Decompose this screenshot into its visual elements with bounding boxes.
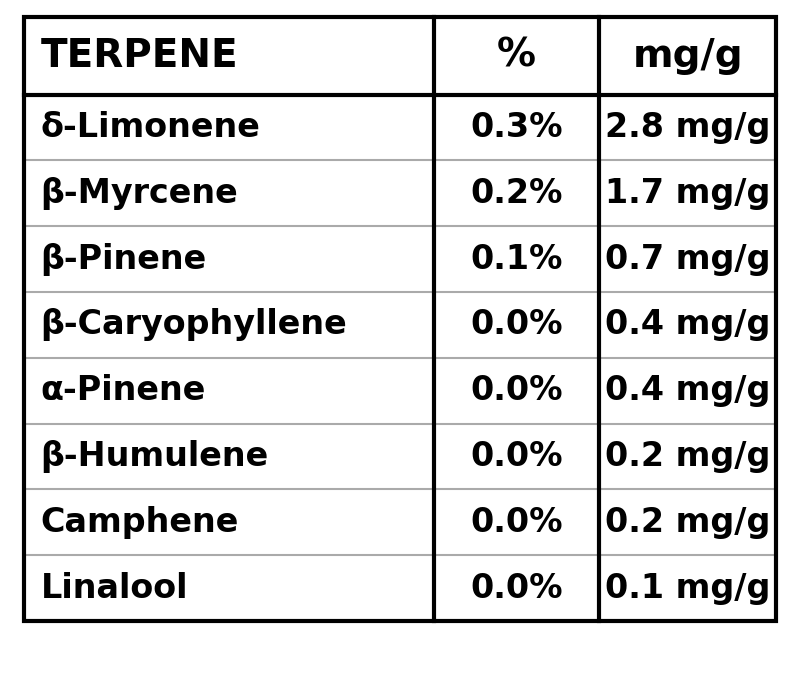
Text: 0.2 mg/g: 0.2 mg/g xyxy=(605,506,770,539)
Text: 0.0%: 0.0% xyxy=(470,572,563,605)
Text: 0.2%: 0.2% xyxy=(470,177,562,210)
Text: 0.1%: 0.1% xyxy=(470,242,562,275)
Bar xyxy=(24,17,776,621)
Text: 0.4 mg/g: 0.4 mg/g xyxy=(605,308,770,342)
Text: 0.7 mg/g: 0.7 mg/g xyxy=(605,242,770,275)
Bar xyxy=(24,17,776,621)
Text: β-Humulene: β-Humulene xyxy=(41,440,269,473)
Text: %: % xyxy=(497,36,536,75)
Text: 1.7 mg/g: 1.7 mg/g xyxy=(605,177,770,210)
Text: 0.4 mg/g: 0.4 mg/g xyxy=(605,374,770,407)
Text: 0.0%: 0.0% xyxy=(470,374,563,407)
Text: α-Pinene: α-Pinene xyxy=(41,374,206,407)
Text: β-Caryophyllene: β-Caryophyllene xyxy=(41,308,347,342)
Text: mg/g: mg/g xyxy=(632,36,743,75)
Text: Linalool: Linalool xyxy=(41,572,188,605)
Text: 0.1 mg/g: 0.1 mg/g xyxy=(605,572,770,605)
Text: 0.2 mg/g: 0.2 mg/g xyxy=(605,440,770,473)
Text: 2.8 mg/g: 2.8 mg/g xyxy=(605,111,770,144)
Text: Camphene: Camphene xyxy=(41,506,239,539)
Text: 0.0%: 0.0% xyxy=(470,308,563,342)
Text: 0.0%: 0.0% xyxy=(470,506,563,539)
Text: 0.3%: 0.3% xyxy=(470,111,563,144)
Text: β-Myrcene: β-Myrcene xyxy=(41,177,238,210)
Text: β-Pinene: β-Pinene xyxy=(41,242,206,275)
Text: δ-Limonene: δ-Limonene xyxy=(41,111,261,144)
Text: TERPENE: TERPENE xyxy=(41,36,238,75)
Text: 0.0%: 0.0% xyxy=(470,440,563,473)
